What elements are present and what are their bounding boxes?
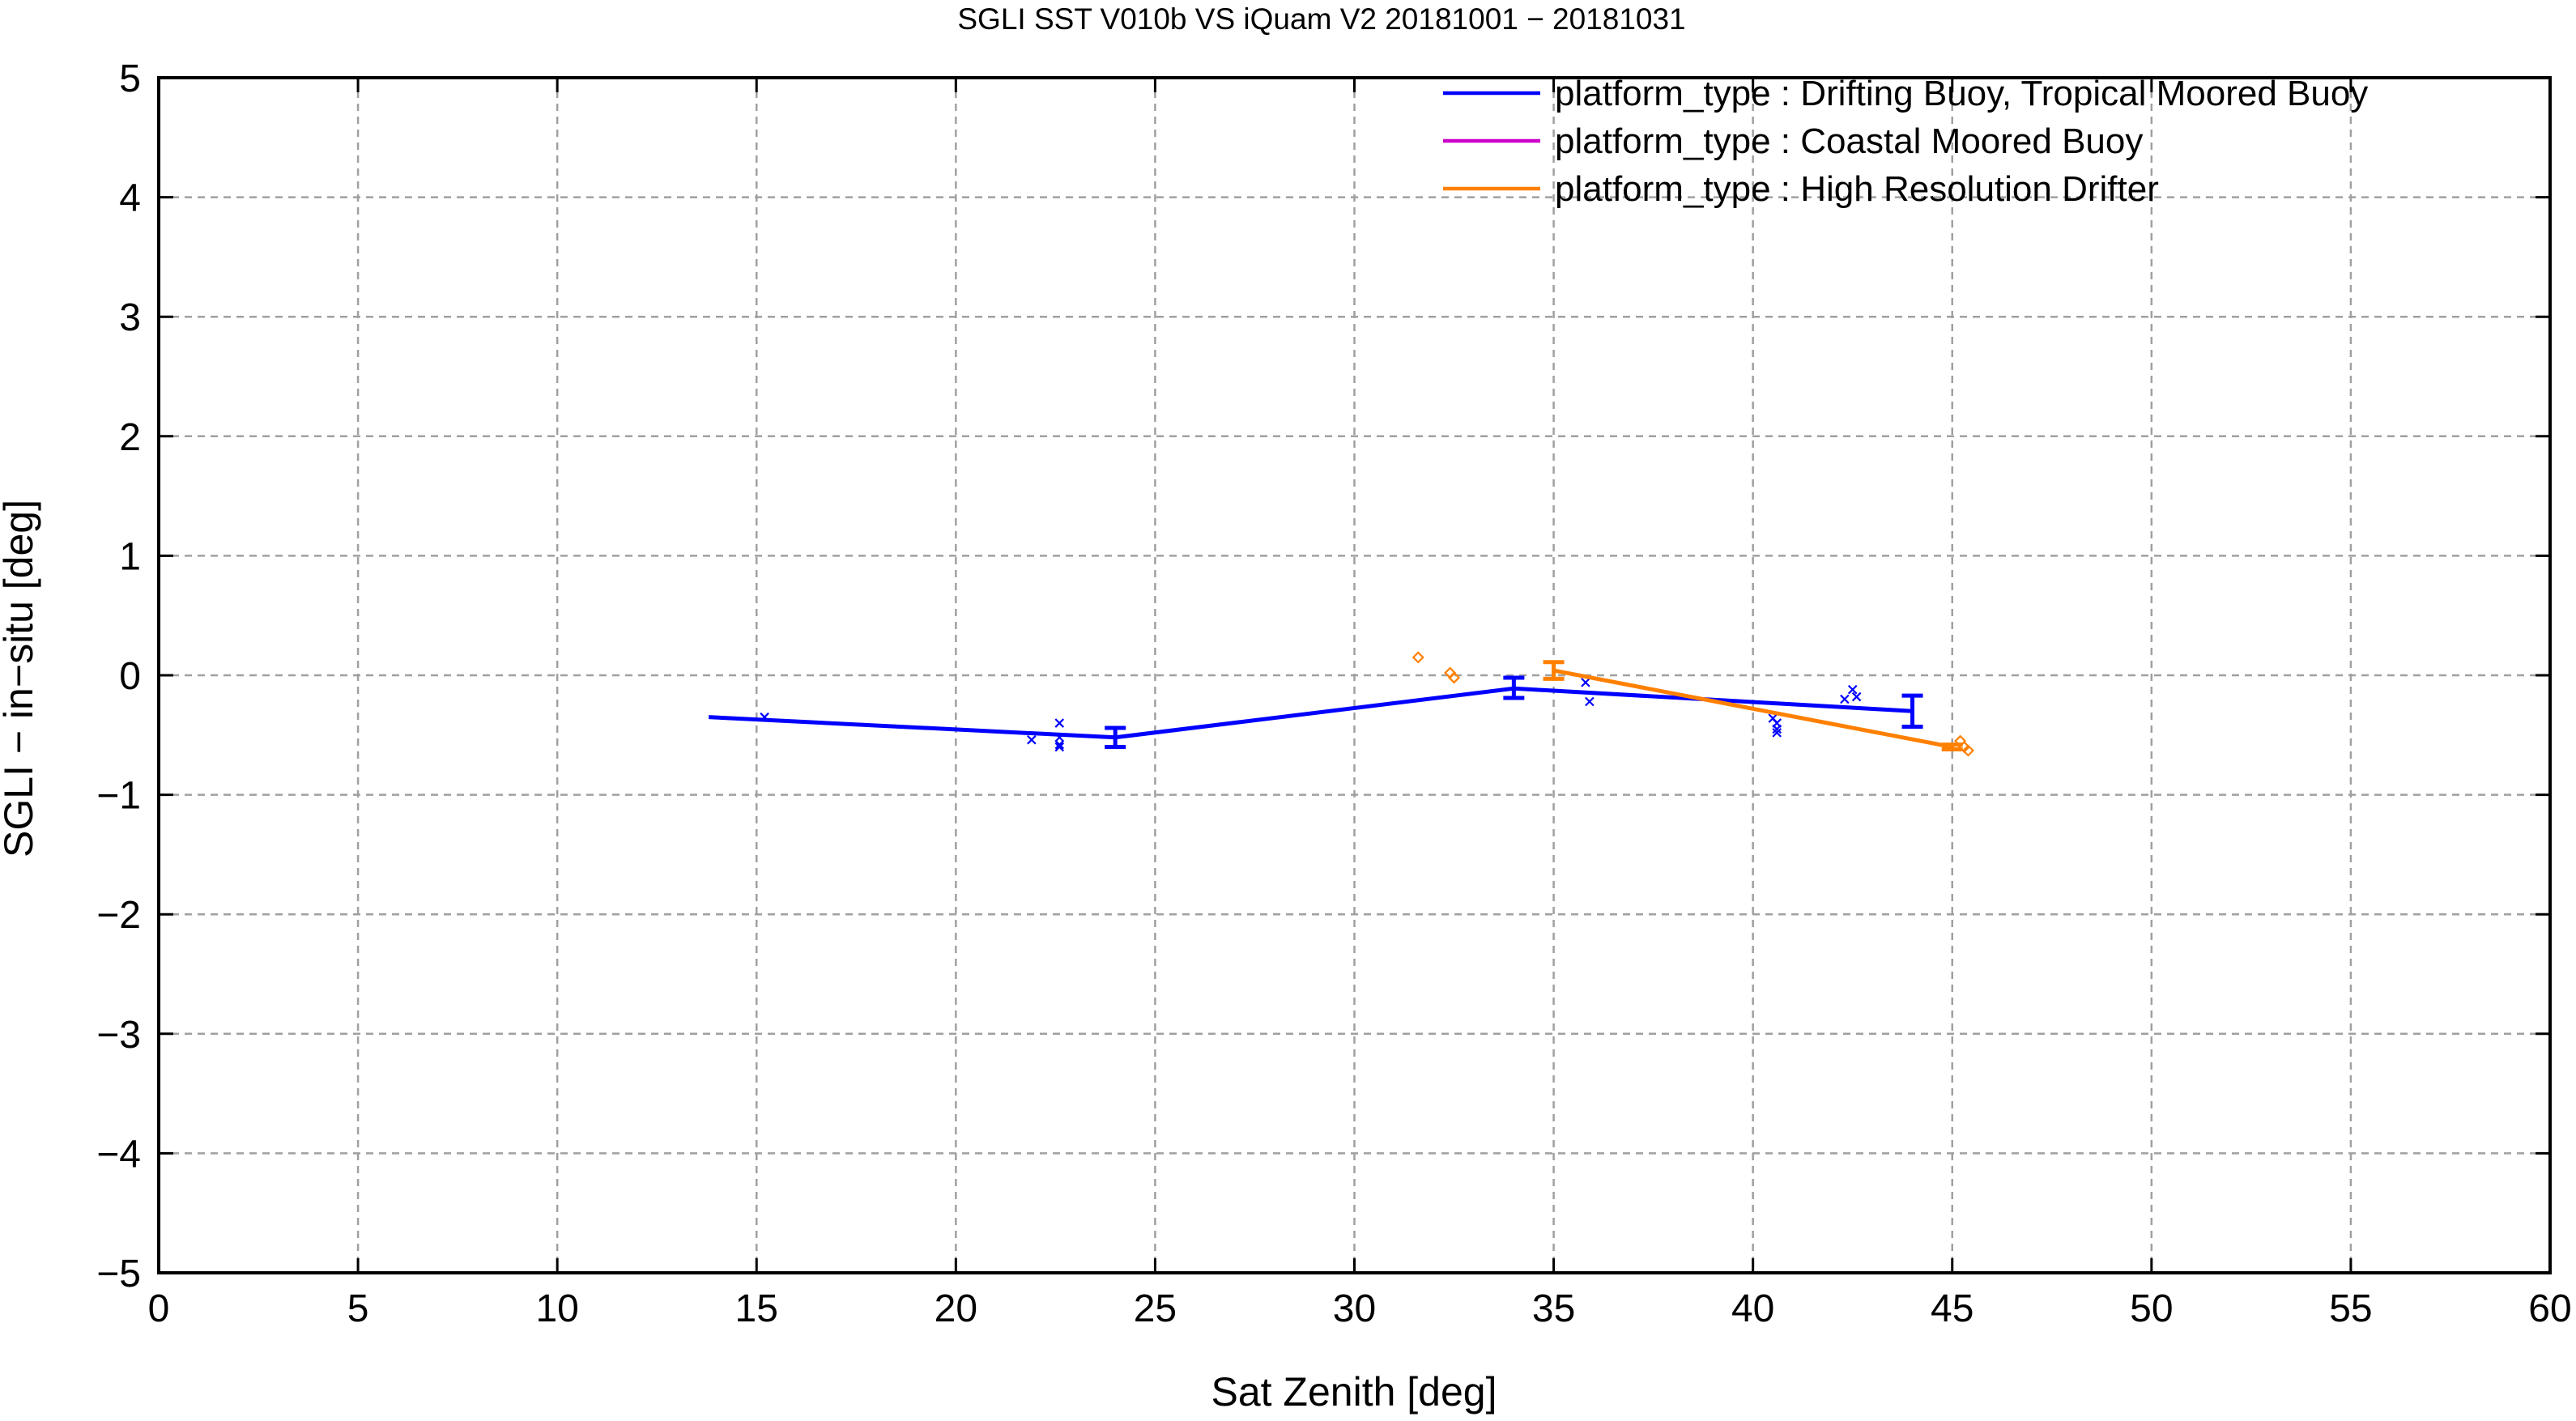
x-tick-label: 10 xyxy=(535,1287,578,1330)
scatter-point xyxy=(1847,684,1858,695)
y-tick-label: −4 xyxy=(96,1133,141,1176)
y-tick-label: 2 xyxy=(119,416,141,459)
x-axis-label: Sat Zenith [deg] xyxy=(1211,1369,1497,1415)
x-tick-label: 15 xyxy=(735,1287,778,1330)
scatter-point xyxy=(1054,742,1065,752)
y-tick-label: −5 xyxy=(96,1253,141,1295)
y-tick-label: 4 xyxy=(119,177,141,220)
scatter-point xyxy=(1054,739,1065,750)
legend-label: platform_type : High Resolution Drifter xyxy=(1555,169,2159,209)
legend-label: platform_type : Coastal Moored Buoy xyxy=(1555,121,2143,161)
y-tick-label: 5 xyxy=(119,57,141,100)
x-tick-label: 40 xyxy=(1731,1287,1774,1330)
scatter-point xyxy=(1585,696,1595,707)
scatter-point xyxy=(1054,718,1065,728)
y-tick-label: −2 xyxy=(96,894,141,937)
x-tick-label: 0 xyxy=(148,1287,170,1330)
series-2 xyxy=(1411,651,1974,757)
scatter-point xyxy=(1447,671,1461,684)
x-tick-label: 20 xyxy=(935,1287,977,1330)
scatter-point xyxy=(1851,691,1862,702)
x-tick-label: 5 xyxy=(347,1287,369,1330)
chart-title: SGLI SST V010b VS iQuam V2 20181001 − 20… xyxy=(957,2,1685,36)
scatter-point xyxy=(1772,724,1782,734)
x-tick-label: 25 xyxy=(1134,1287,1177,1330)
y-tick-label: −3 xyxy=(96,1014,141,1057)
y-tick-label: 1 xyxy=(119,535,141,578)
y-axis-label: SGLI − in−situ [deg] xyxy=(0,500,41,857)
scatter-point xyxy=(1027,734,1037,745)
scatter-point xyxy=(1961,744,1974,757)
legend: platform_type : Drifting Buoy, Tropical … xyxy=(1443,74,2368,209)
x-tick-label: 50 xyxy=(2130,1287,2173,1330)
scatter-point xyxy=(1772,728,1782,738)
x-tick-label: 30 xyxy=(1333,1287,1376,1330)
scatter-point xyxy=(1581,678,1590,687)
x-tick-label: 35 xyxy=(1532,1287,1575,1330)
y-tick-label: −1 xyxy=(96,775,141,818)
series-line xyxy=(1553,668,1953,750)
y-tick-label: 0 xyxy=(119,655,141,698)
x-tick-label: 55 xyxy=(2329,1287,2372,1330)
x-tick-label: 45 xyxy=(1931,1287,1974,1330)
scatter-point xyxy=(1411,651,1424,664)
legend-label: platform_type : Drifting Buoy, Tropical … xyxy=(1555,74,2368,113)
x-tick-label: 60 xyxy=(2528,1287,2571,1330)
scatter-point xyxy=(1840,694,1850,704)
y-tick-label: 3 xyxy=(119,296,141,339)
plot-area xyxy=(709,651,1974,757)
